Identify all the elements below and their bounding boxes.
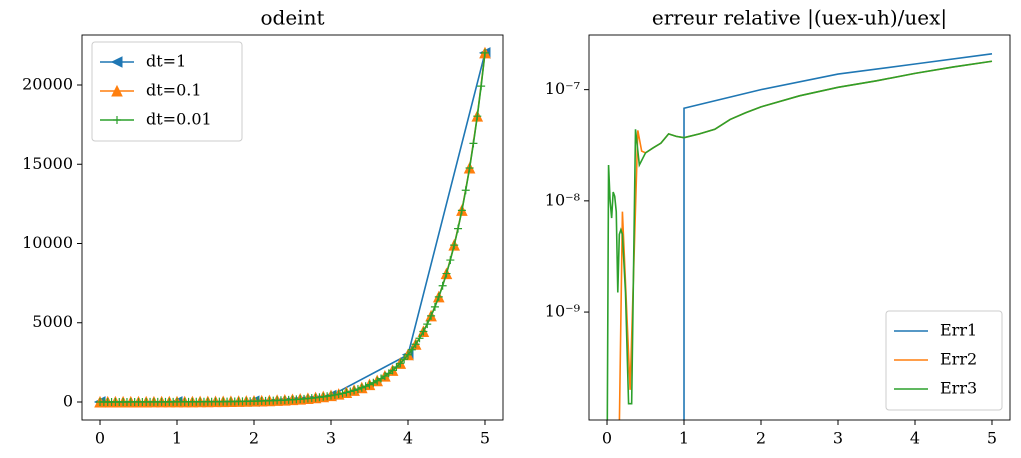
x-tick-label: 4 <box>403 429 413 448</box>
legend-box <box>885 310 1003 411</box>
point <box>400 355 409 364</box>
x-tick-label: 2 <box>756 429 766 448</box>
y-tick-label: 10⁻⁸ <box>545 190 580 209</box>
y-tick-label: 5000 <box>32 312 73 331</box>
y-tick-label: 0 <box>63 391 73 410</box>
x-tick-label: 5 <box>480 429 490 448</box>
x-tick-label: 1 <box>679 429 689 448</box>
x-tick-label: 5 <box>987 429 997 448</box>
chart-title: erreur relative |(uex-uh)/uex| <box>652 6 947 31</box>
point <box>407 345 416 354</box>
point <box>334 390 343 399</box>
point <box>396 359 405 368</box>
plot-area <box>93 46 491 408</box>
point <box>388 366 397 375</box>
point <box>346 387 355 396</box>
point <box>353 385 362 394</box>
legend-label: Err1 <box>940 321 977 340</box>
point <box>342 388 351 397</box>
point <box>461 186 470 195</box>
y-tick-label: 10000 <box>22 233 73 252</box>
point <box>438 281 447 290</box>
legend-label: Err2 <box>940 350 977 369</box>
point <box>450 241 459 250</box>
point <box>430 302 439 311</box>
legend-marker <box>110 56 123 68</box>
point <box>427 311 436 320</box>
point <box>392 362 401 371</box>
x-tick-label: 3 <box>833 429 843 448</box>
x-tick-label: 2 <box>249 429 259 448</box>
point <box>480 48 489 57</box>
axes-frame <box>588 34 1011 421</box>
point <box>457 206 466 215</box>
x-tick-label: 0 <box>95 429 105 448</box>
point <box>434 292 443 301</box>
point <box>326 391 335 400</box>
point <box>330 390 339 399</box>
x-tick-label: 3 <box>326 429 336 448</box>
point <box>415 334 424 343</box>
point <box>454 224 463 233</box>
legend-marker <box>113 116 121 124</box>
point <box>338 389 347 398</box>
point <box>419 327 428 336</box>
point <box>469 139 478 148</box>
point <box>357 383 366 392</box>
series-line <box>683 53 993 420</box>
point <box>442 269 451 278</box>
plot-area <box>606 53 993 420</box>
x-tick-label: 1 <box>172 429 182 448</box>
point <box>411 340 420 349</box>
legend-label: dt=0.01 <box>146 110 212 129</box>
point <box>350 386 359 395</box>
chart-title: odeint <box>261 6 325 30</box>
point <box>477 82 486 91</box>
point <box>365 380 374 389</box>
legend-marker <box>111 84 123 97</box>
point <box>361 382 370 391</box>
point <box>473 112 482 121</box>
x-tick-label: 4 <box>910 429 920 448</box>
point <box>323 392 332 401</box>
y-tick-label: 10⁻⁷ <box>545 79 580 98</box>
axes-frame <box>81 34 504 421</box>
legend-label: Err3 <box>940 379 977 398</box>
legend-box <box>91 41 243 142</box>
y-tick-label: 20000 <box>22 75 73 94</box>
point <box>446 256 455 265</box>
legend-label: dt=1 <box>146 52 186 71</box>
point <box>369 378 378 387</box>
point <box>403 350 412 359</box>
point <box>423 320 432 329</box>
point <box>465 163 474 172</box>
legend-label: dt=0.1 <box>146 81 202 100</box>
x-tick-label: 0 <box>602 429 612 448</box>
y-tick-label: 15000 <box>22 154 73 173</box>
y-tick-label: 10⁻⁹ <box>545 302 581 321</box>
series-line <box>606 60 993 420</box>
